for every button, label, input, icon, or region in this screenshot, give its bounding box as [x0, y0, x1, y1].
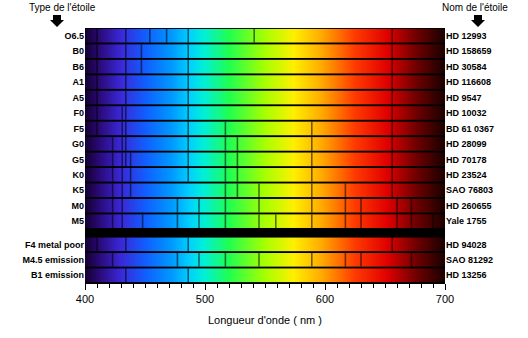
- svg-text:HD 12993: HD 12993: [446, 31, 487, 41]
- svg-text:B0: B0: [72, 46, 84, 56]
- svg-text:G0: G0: [72, 139, 84, 149]
- svg-text:HD 158659: HD 158659: [446, 46, 492, 56]
- svg-text:M4.5 emission: M4.5 emission: [22, 255, 84, 265]
- svg-text:A1: A1: [72, 77, 84, 87]
- svg-text:B1 emission: B1 emission: [31, 270, 84, 280]
- svg-text:HD 9547: HD 9547: [446, 93, 482, 103]
- svg-text:M5: M5: [71, 216, 84, 226]
- svg-text:O6.5: O6.5: [64, 31, 84, 41]
- svg-text:M0: M0: [71, 201, 84, 211]
- svg-text:HD 13256: HD 13256: [446, 270, 487, 280]
- svg-text:700: 700: [436, 293, 454, 305]
- svg-text:K0: K0: [72, 170, 84, 180]
- svg-text:HD 23524: HD 23524: [446, 170, 487, 180]
- svg-text:F4 metal poor: F4 metal poor: [25, 240, 85, 250]
- svg-text:K5: K5: [72, 185, 84, 195]
- svg-text:500: 500: [196, 293, 214, 305]
- svg-text:Nom de l'étoile: Nom de l'étoile: [442, 2, 508, 13]
- svg-text:F0: F0: [73, 108, 84, 118]
- svg-text:Yale 1755: Yale 1755: [446, 216, 487, 226]
- svg-text:Longueur d'onde ( nm ): Longueur d'onde ( nm ): [208, 314, 322, 326]
- svg-text:G5: G5: [72, 155, 84, 165]
- svg-text:HD 70178: HD 70178: [446, 155, 487, 165]
- svg-text:HD 30584: HD 30584: [446, 62, 487, 72]
- svg-text:Type de l'étoile: Type de l'étoile: [29, 2, 96, 13]
- svg-text:HD 260655: HD 260655: [446, 201, 492, 211]
- svg-text:A5: A5: [72, 93, 84, 103]
- svg-text:BD 61 0367: BD 61 0367: [446, 124, 494, 134]
- svg-text:F5: F5: [73, 124, 84, 134]
- svg-text:B6: B6: [72, 62, 84, 72]
- svg-text:HD 94028: HD 94028: [446, 240, 487, 250]
- svg-text:HD 28099: HD 28099: [446, 139, 487, 149]
- svg-text:SAO 81292: SAO 81292: [446, 255, 493, 265]
- svg-text:HD 10032: HD 10032: [446, 108, 487, 118]
- svg-text:400: 400: [76, 293, 94, 305]
- svg-text:HD 116608: HD 116608: [446, 77, 491, 87]
- svg-text:600: 600: [316, 293, 334, 305]
- svg-text:SAO 76803: SAO 76803: [446, 185, 493, 195]
